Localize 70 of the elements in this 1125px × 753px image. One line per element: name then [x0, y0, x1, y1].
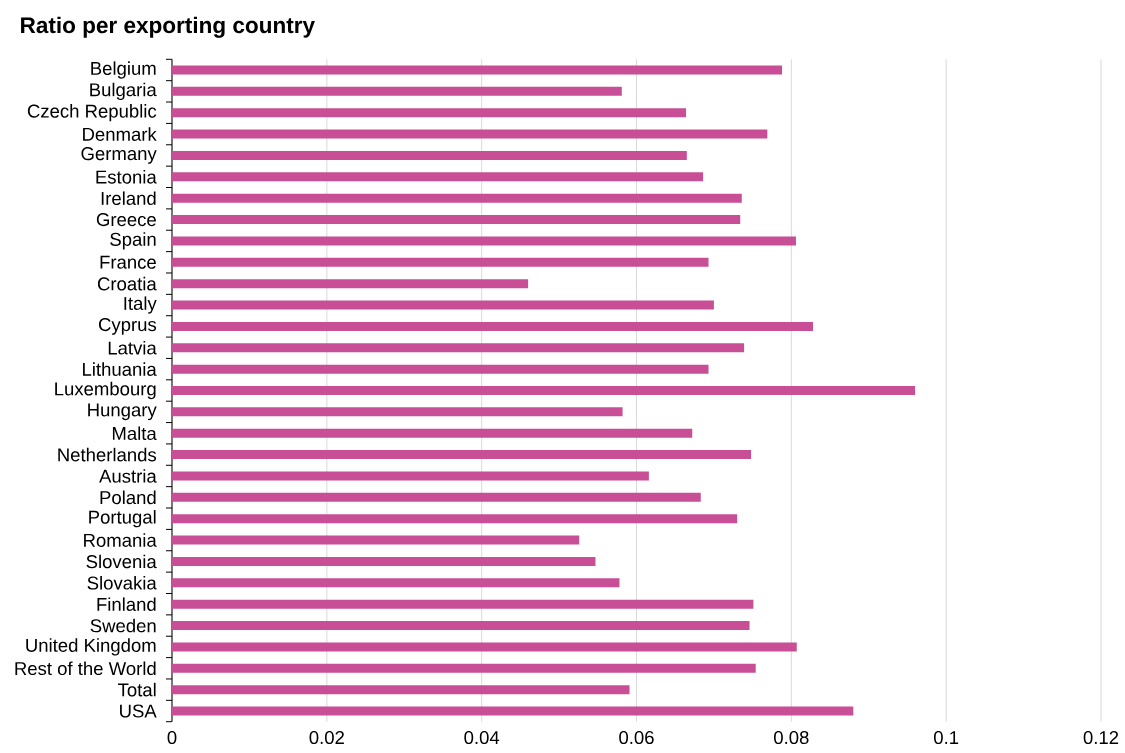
y-tick-label: Croatia [97, 276, 157, 291]
y-tick-label: Italy [124, 296, 157, 314]
bar [172, 407, 623, 417]
bar [172, 663, 756, 673]
y-tick-label: Latvia [108, 340, 157, 355]
y-tick-label: Spain [110, 232, 156, 250]
x-tick-label: 0.1 [934, 730, 959, 745]
y-tick-label: Cyprus [98, 318, 157, 335]
bar [172, 642, 797, 652]
y-tick-label: Lithuania [83, 362, 157, 376]
bar [172, 599, 754, 609]
bar [172, 471, 649, 481]
y-tick-label: Luxembourg [55, 381, 156, 400]
y-tick-label: Slovakia [87, 576, 157, 590]
y-tick-label: Finland [97, 597, 156, 611]
bar [172, 685, 630, 695]
x-tick-label: 0.06 [619, 730, 654, 745]
y-tick-label: Netherlands [58, 447, 157, 462]
bar [172, 86, 622, 96]
bar [172, 257, 709, 267]
bar [172, 193, 742, 203]
y-tick-label: Austria [99, 469, 157, 483]
bar [172, 129, 768, 139]
y-tick-label: United Kingdom [26, 638, 156, 656]
bar [172, 343, 745, 353]
bar [172, 514, 738, 524]
bar [172, 450, 752, 460]
y-tick-label: Romania [84, 533, 157, 547]
bar [172, 535, 580, 545]
x-tick-label: 0.02 [309, 730, 344, 745]
y-tick-label: Czech Republic [27, 104, 157, 122]
bar [172, 172, 704, 182]
bar [172, 492, 701, 502]
y-tick-label: Sweden [90, 618, 156, 633]
bar [172, 279, 529, 289]
x-tick-label: 0 [167, 730, 177, 745]
bar [172, 321, 814, 331]
y-tick-label: Bulgaria [90, 82, 157, 100]
bar [172, 150, 687, 160]
y-tick-label: Malta [112, 426, 157, 441]
y-tick-label: Denmark [83, 127, 157, 141]
bar [172, 108, 687, 118]
bar [172, 621, 750, 631]
bar [172, 65, 783, 75]
x-tick-label: 0.08 [774, 730, 809, 745]
bar [172, 556, 596, 566]
y-tick-label: Germany [81, 147, 157, 164]
y-tick-label: Rest of the World [15, 661, 156, 676]
y-tick-label: Poland [100, 490, 156, 505]
y-tick-label: Portugal [89, 510, 156, 528]
bar [172, 364, 709, 374]
bar [172, 578, 620, 588]
chart-title: Ratio per exporting country [21, 16, 315, 38]
y-tick-label: Slovenia [86, 554, 157, 569]
bar [172, 236, 796, 246]
y-tick-label: USA [120, 704, 157, 718]
y-tick-label: Greece [96, 213, 156, 227]
x-tick-label: 0.04 [464, 730, 500, 745]
bar [172, 706, 854, 716]
bar [172, 300, 714, 310]
y-tick-label: Total [118, 682, 156, 697]
x-tick-label: 0.12 [1083, 730, 1119, 745]
y-tick-label: Estonia [96, 170, 157, 184]
bar [172, 428, 693, 438]
y-tick-label: Hungary [88, 403, 157, 421]
y-tick-label: Belgium [91, 61, 156, 79]
y-tick-label: Ireland [101, 191, 156, 206]
bar [172, 215, 741, 225]
y-tick-label: France [100, 255, 156, 269]
bar [172, 386, 916, 395]
